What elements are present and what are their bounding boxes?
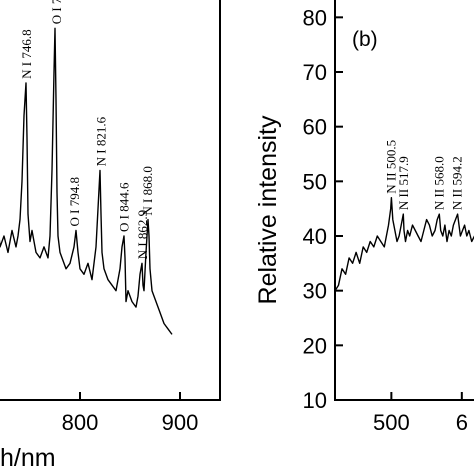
panel-a-series	[0, 27, 173, 335]
y-tick-label: 50	[303, 169, 327, 194]
panel-a-x-axis-label: h/nm	[0, 444, 56, 472]
peak-label: N II 594.2	[450, 156, 465, 210]
y-tick-label: 60	[303, 115, 327, 140]
panel-b: N II 500.5N II 517.9 N II 568.0 N II 594.2…	[254, 0, 474, 435]
y-tick-label: 20	[303, 333, 327, 358]
peak-label: N I 868.0	[140, 166, 155, 215]
panel-b-series	[334, 197, 474, 292]
y-tick-label: 80	[303, 5, 327, 30]
peak-label: O I 715.7	[0, 133, 3, 183]
peak-label: O I 794.8	[67, 177, 82, 226]
y-tick-label: 70	[303, 60, 327, 85]
panel-b-x-ticks: 500 6	[373, 392, 468, 435]
panel-a: O I 715.7 N I 746.8 O I 777.2 O I 794.8 N I …	[0, 0, 221, 472]
x-tick-label: 6	[456, 410, 468, 435]
y-tick-label: 30	[303, 279, 327, 304]
peak-label: O I 844.6	[117, 182, 132, 232]
panel-b-y-axis-label: Relative intensity	[254, 115, 282, 304]
spectrum-line	[0, 27, 173, 335]
panel-a-x-ticks: 700800900	[62, 392, 199, 435]
panel-b-label: (b)	[352, 28, 378, 51]
x-tick-label: 800	[62, 410, 99, 435]
peak-label: N I 821.6	[94, 116, 109, 166]
peak-label: N II 517.9	[396, 156, 411, 210]
peak-label: N II 500.5	[384, 140, 399, 194]
panel-b-annotations: N II 500.5N II 517.9 N II 568.0 N II 594.2	[384, 140, 465, 210]
spectrum-line	[334, 197, 474, 292]
x-tick-label: 500	[373, 410, 410, 435]
peak-label: N I 862.9	[135, 210, 150, 259]
y-tick-label: 40	[303, 224, 327, 249]
x-tick-label: 900	[162, 410, 199, 435]
peak-label: O I 777.2	[49, 0, 64, 24]
panel-a-annotations: O I 715.7 N I 746.8 O I 777.2 O I 794.8 N I …	[0, 0, 155, 259]
y-tick-label: 10	[303, 388, 327, 413]
panel-a-plot-frame	[0, 0, 221, 401]
peak-label: N I 746.8	[19, 29, 34, 78]
panel-b-plot-frame	[334, 0, 474, 401]
panel-b-y-ticks: 10 20 30 40 50 60 70 80	[303, 5, 343, 413]
peak-label: N II 568.0	[431, 156, 446, 210]
